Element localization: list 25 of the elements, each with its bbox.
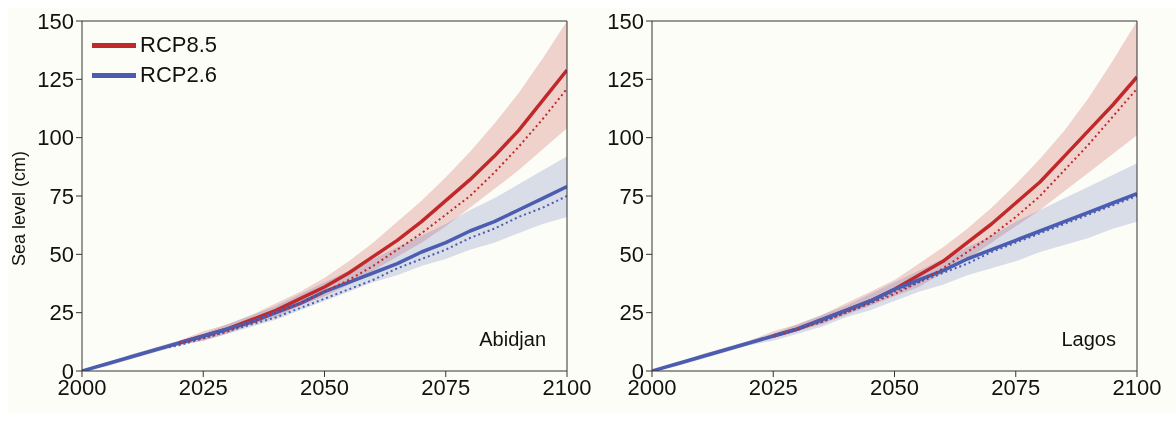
- legend-label: RCP8.5: [140, 31, 218, 59]
- y-tick-label: 100: [607, 125, 644, 151]
- y-tick-label: 125: [607, 67, 644, 93]
- x-tick-label: 2100: [542, 374, 592, 400]
- x-tick-label: 2025: [178, 374, 228, 400]
- x-tick-label: 2075: [991, 374, 1041, 400]
- y-tick-label: 75: [619, 183, 644, 209]
- x-tick-label: 2050: [300, 374, 349, 400]
- y-tick-label: 125: [37, 67, 74, 93]
- annotation: Abidjan: [479, 328, 546, 351]
- y-tick-label: 150: [607, 8, 644, 34]
- legend-label: RCP2.6: [140, 61, 218, 89]
- y-tick-label: 150: [37, 8, 74, 34]
- y-tick-label: 25: [49, 300, 74, 326]
- y-tick-label: 75: [49, 183, 74, 209]
- annotation: Lagos: [1061, 328, 1116, 351]
- x-tick-label: 2025: [748, 374, 798, 400]
- x-tick-label: 2075: [421, 374, 471, 400]
- x-tick-label: 2050: [870, 374, 919, 400]
- y-axis-title: Sea level (cm): [9, 150, 30, 266]
- y-tick-label: 100: [37, 125, 74, 151]
- x-tick-label: 2100: [1112, 374, 1162, 400]
- y-tick-label: 50: [49, 242, 74, 268]
- y-tick-label: 25: [619, 300, 644, 326]
- y-tick-label: 50: [619, 242, 644, 268]
